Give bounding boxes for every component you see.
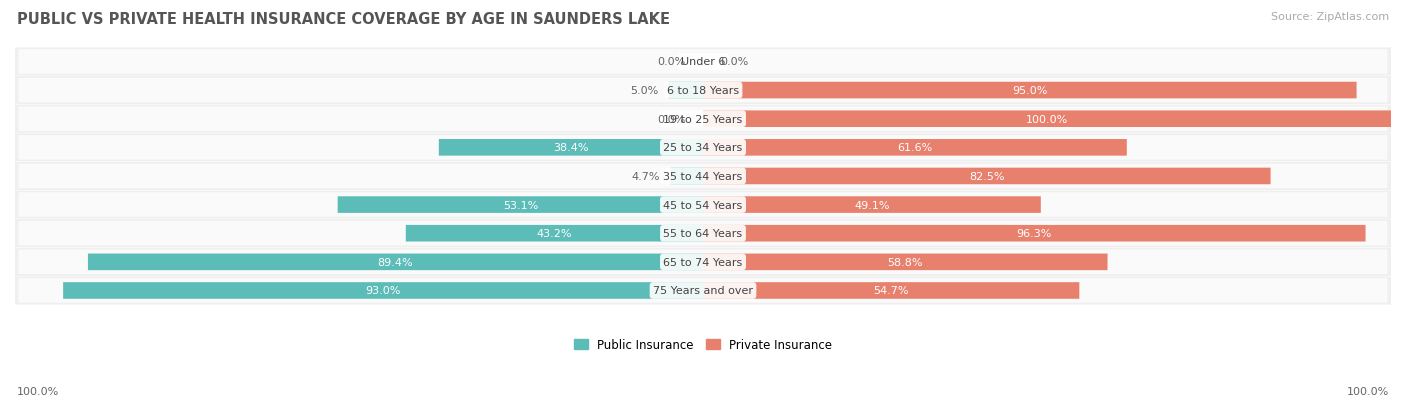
FancyBboxPatch shape xyxy=(15,220,1391,248)
Text: 58.8%: 58.8% xyxy=(887,257,922,267)
Text: 25 to 34 Years: 25 to 34 Years xyxy=(664,143,742,153)
FancyBboxPatch shape xyxy=(15,248,1391,276)
FancyBboxPatch shape xyxy=(18,164,1388,189)
Text: 38.4%: 38.4% xyxy=(553,143,589,153)
FancyBboxPatch shape xyxy=(703,140,1126,156)
Text: 19 to 25 Years: 19 to 25 Years xyxy=(664,114,742,124)
FancyBboxPatch shape xyxy=(15,77,1391,105)
FancyBboxPatch shape xyxy=(15,48,1391,76)
Text: 82.5%: 82.5% xyxy=(969,171,1004,182)
FancyBboxPatch shape xyxy=(703,282,1080,299)
FancyBboxPatch shape xyxy=(703,168,1271,185)
Text: Source: ZipAtlas.com: Source: ZipAtlas.com xyxy=(1271,12,1389,22)
Text: Under 6: Under 6 xyxy=(681,57,725,67)
FancyBboxPatch shape xyxy=(15,105,1391,133)
Text: 35 to 44 Years: 35 to 44 Years xyxy=(664,171,742,182)
Text: 0.0%: 0.0% xyxy=(658,114,686,124)
Text: 61.6%: 61.6% xyxy=(897,143,932,153)
FancyBboxPatch shape xyxy=(15,134,1391,162)
FancyBboxPatch shape xyxy=(703,83,1357,99)
Text: PUBLIC VS PRIVATE HEALTH INSURANCE COVERAGE BY AGE IN SAUNDERS LAKE: PUBLIC VS PRIVATE HEALTH INSURANCE COVER… xyxy=(17,12,669,27)
Text: 95.0%: 95.0% xyxy=(1012,86,1047,96)
Legend: Public Insurance, Private Insurance: Public Insurance, Private Insurance xyxy=(569,333,837,356)
FancyBboxPatch shape xyxy=(18,107,1388,132)
Text: 100.0%: 100.0% xyxy=(1026,114,1069,124)
Text: 43.2%: 43.2% xyxy=(537,229,572,239)
FancyBboxPatch shape xyxy=(18,78,1388,103)
FancyBboxPatch shape xyxy=(63,282,703,299)
Text: 6 to 18 Years: 6 to 18 Years xyxy=(666,86,740,96)
Text: 53.1%: 53.1% xyxy=(503,200,538,210)
Text: 96.3%: 96.3% xyxy=(1017,229,1052,239)
Text: 65 to 74 Years: 65 to 74 Years xyxy=(664,257,742,267)
Text: 49.1%: 49.1% xyxy=(855,200,890,210)
Text: 75 Years and over: 75 Years and over xyxy=(652,286,754,296)
FancyBboxPatch shape xyxy=(703,254,1108,271)
FancyBboxPatch shape xyxy=(15,191,1391,219)
FancyBboxPatch shape xyxy=(18,221,1388,246)
Text: 100.0%: 100.0% xyxy=(1347,387,1389,396)
FancyBboxPatch shape xyxy=(18,278,1388,303)
FancyBboxPatch shape xyxy=(18,250,1388,275)
Text: 5.0%: 5.0% xyxy=(630,86,658,96)
Text: 4.7%: 4.7% xyxy=(631,171,661,182)
Text: 54.7%: 54.7% xyxy=(873,286,908,296)
FancyBboxPatch shape xyxy=(15,277,1391,305)
Text: 100.0%: 100.0% xyxy=(17,387,59,396)
Text: 55 to 64 Years: 55 to 64 Years xyxy=(664,229,742,239)
Text: 0.0%: 0.0% xyxy=(720,57,748,67)
FancyBboxPatch shape xyxy=(18,136,1388,160)
FancyBboxPatch shape xyxy=(703,111,1391,128)
Text: 0.0%: 0.0% xyxy=(658,57,686,67)
Text: 89.4%: 89.4% xyxy=(378,257,413,267)
Text: 93.0%: 93.0% xyxy=(366,286,401,296)
FancyBboxPatch shape xyxy=(669,83,703,99)
FancyBboxPatch shape xyxy=(671,168,703,185)
FancyBboxPatch shape xyxy=(406,225,703,242)
FancyBboxPatch shape xyxy=(337,197,703,214)
FancyBboxPatch shape xyxy=(703,197,1040,214)
FancyBboxPatch shape xyxy=(18,193,1388,217)
FancyBboxPatch shape xyxy=(18,50,1388,75)
FancyBboxPatch shape xyxy=(89,254,703,271)
FancyBboxPatch shape xyxy=(703,225,1365,242)
FancyBboxPatch shape xyxy=(15,163,1391,190)
FancyBboxPatch shape xyxy=(439,140,703,156)
Text: 45 to 54 Years: 45 to 54 Years xyxy=(664,200,742,210)
